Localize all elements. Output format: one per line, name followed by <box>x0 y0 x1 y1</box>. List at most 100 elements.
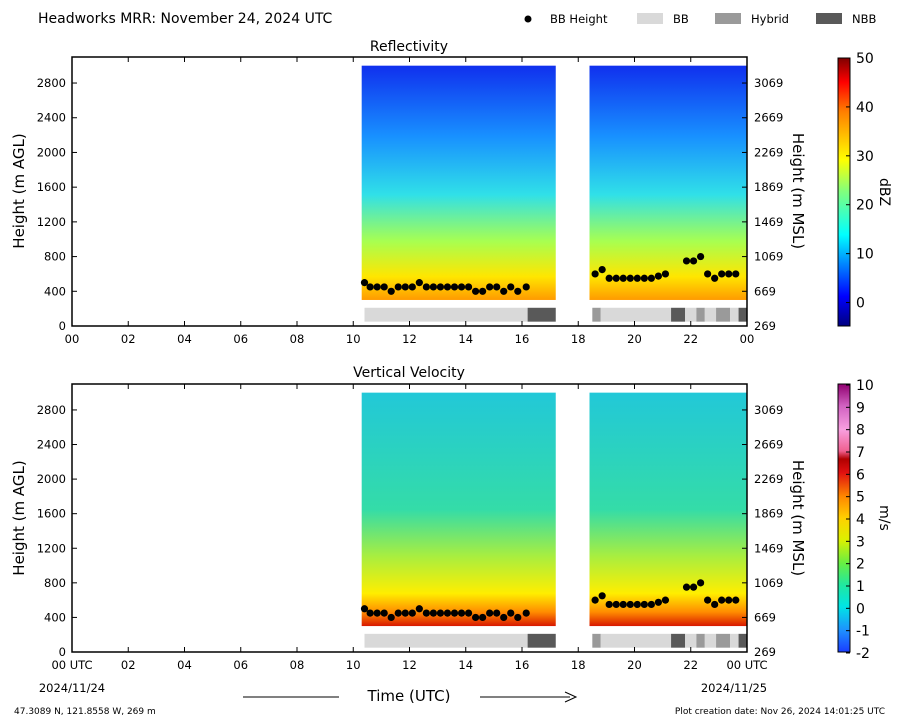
reflectivity-x-tick-label: 22 <box>683 332 698 346</box>
reflectivity-bb-height-point <box>387 287 395 295</box>
velocity-y2-tick-label: 1469 <box>754 541 783 555</box>
reflectivity-bb-height-point <box>436 283 445 291</box>
velocity-colorbar-tick-label: 3 <box>856 534 865 550</box>
reflectivity-colorbar <box>837 57 851 327</box>
velocity-x-tick-label: 04 <box>177 658 192 672</box>
velocity-colorbar-tick-label: 1 <box>856 579 865 595</box>
reflectivity-ylabel: Height (m AGL) <box>10 133 28 248</box>
velocity-colorbar-tick-label: -1 <box>856 624 870 640</box>
velocity-bb-height-point <box>718 596 726 604</box>
velocity-bb-height-point <box>493 609 501 617</box>
velocity-bb-height-point <box>598 592 606 600</box>
velocity-x-tick-label: 18 <box>571 658 586 672</box>
reflectivity-y-tick-label: 0 <box>59 319 66 333</box>
velocity-x-tick-label: 02 <box>121 658 136 672</box>
reflectivity-bb-height-point <box>486 283 494 291</box>
velocity-y-tick-label: 1600 <box>37 507 66 521</box>
velocity-x-tick-label: 22 <box>683 658 698 672</box>
velocity-bb-height-point <box>654 598 663 606</box>
reflectivity-y2-tick-label: 3069 <box>754 76 783 90</box>
velocity-bb-height-point <box>725 596 733 604</box>
velocity-data-field <box>589 392 747 627</box>
velocity-bb-height-point <box>612 600 620 609</box>
reflectivity-bb-height-point <box>725 270 733 278</box>
reflectivity-x-tick-label: 20 <box>627 332 642 346</box>
reflectivity-bb-height-point <box>598 265 606 274</box>
velocity-bb-height-point <box>387 613 395 622</box>
velocity-bb-height-point <box>408 609 416 617</box>
velocity-bb-height-point <box>640 600 648 609</box>
reflectivity-x-tick-label: 02 <box>121 332 136 346</box>
velocity-bb-height-point <box>394 609 402 617</box>
legend-bb-height-label: BB Height <box>550 12 608 26</box>
velocity-colorbar-tick-label: 8 <box>856 423 865 439</box>
reflectivity-bb-height-point <box>443 283 452 291</box>
reflectivity-x-tick-label: 04 <box>177 332 192 346</box>
reflectivity-bb-height-point <box>401 283 409 291</box>
reflectivity-y-tick-label: 2800 <box>37 76 66 90</box>
velocity-bb-height-point <box>464 609 473 617</box>
reflectivity-bb-height-point <box>591 270 599 278</box>
velocity-x-tick-label: 16 <box>515 658 530 672</box>
reflectivity-bb-type-segment <box>716 307 731 322</box>
reflectivity-y-tick-label: 2400 <box>37 111 66 125</box>
velocity-bb-type-segment <box>696 633 705 648</box>
velocity-bb-type-segment <box>600 633 672 648</box>
reflectivity-colorbar-tick-label: 30 <box>856 149 874 165</box>
reflectivity-bb-height-point <box>633 274 641 282</box>
reflectivity-y2label: Height (m MSL) <box>789 133 807 249</box>
reflectivity-bb-height-point <box>612 274 620 282</box>
velocity-bb-type-segment <box>704 633 717 648</box>
reflectivity-bb-height-point <box>605 274 613 282</box>
velocity-bb-height-point <box>711 600 719 609</box>
legend-bb-height-marker <box>524 15 532 23</box>
reflectivity-ticks: 00 02 04 06 08 10 12 14 16 18 20 22 0004008001200160… <box>37 57 783 346</box>
legend: BB Height BB Hybrid NBB <box>524 12 876 26</box>
velocity-y2-tick-label: 2269 <box>754 472 783 486</box>
reflectivity-bb-height-point <box>507 283 515 291</box>
velocity-bb-type-segment <box>671 633 686 648</box>
velocity-panel: Vertical Velocity 00 UTC 02 04 06 08 10 12 14 16… <box>10 365 892 672</box>
reflectivity-bb-height-point <box>493 283 501 291</box>
velocity-bb-height-point <box>522 609 530 617</box>
reflectivity-colorbar-tick-label: 50 <box>856 51 874 67</box>
velocity-bb-height-point <box>696 579 705 587</box>
legend-hybrid-label: Hybrid <box>751 12 789 26</box>
velocity-title: Vertical Velocity <box>353 365 465 381</box>
reflectivity-title: Reflectivity <box>370 39 448 55</box>
reflectivity-y-tick-label: 1600 <box>37 180 66 194</box>
reflectivity-bb-height-point <box>360 279 369 287</box>
velocity-bb-height-point <box>661 596 670 604</box>
velocity-data-field <box>361 392 556 627</box>
reflectivity-bb-height-point <box>429 283 438 291</box>
reflectivity-colorbar-ticks: 50 40 30 20 10 0 <box>846 51 874 312</box>
velocity-data <box>360 392 747 648</box>
reflectivity-bb-height-point <box>422 283 430 291</box>
reflectivity-bb-height-point <box>640 274 648 282</box>
reflectivity-y-tick-label: 400 <box>44 284 66 298</box>
reflectivity-bb-height-point <box>661 270 670 278</box>
reflectivity-bb-height-point <box>689 257 698 265</box>
velocity-bb-height-point <box>443 609 452 617</box>
reflectivity-bb-height-point <box>732 270 740 278</box>
velocity-bb-height-point <box>436 609 445 617</box>
reflectivity-data <box>360 65 747 322</box>
velocity-x-tick-label: 12 <box>402 658 417 672</box>
legend-bb-label: BB <box>673 12 689 26</box>
reflectivity-bb-height-point <box>711 274 719 282</box>
reflectivity-bb-height-point <box>366 283 374 291</box>
reflectivity-colorbar-label: dBZ <box>876 178 892 206</box>
reflectivity-bb-height-point <box>514 287 522 295</box>
velocity-bb-height-point <box>479 613 487 622</box>
velocity-y-tick-label: 400 <box>44 610 66 624</box>
velocity-y-tick-label: 800 <box>44 576 66 590</box>
reflectivity-bb-type-segment <box>600 307 672 322</box>
reflectivity-bb-type-segment <box>364 307 528 322</box>
reflectivity-y2-tick-label: 669 <box>754 284 776 298</box>
reflectivity-bb-height-point <box>718 270 726 278</box>
reflectivity-bb-type-segment <box>730 307 739 322</box>
reflectivity-colorbar-tick-label: 0 <box>856 296 865 312</box>
reflectivity-bb-height-point <box>373 283 381 291</box>
velocity-bb-height-point <box>373 609 381 617</box>
velocity-x-tick-label: 08 <box>290 658 305 672</box>
